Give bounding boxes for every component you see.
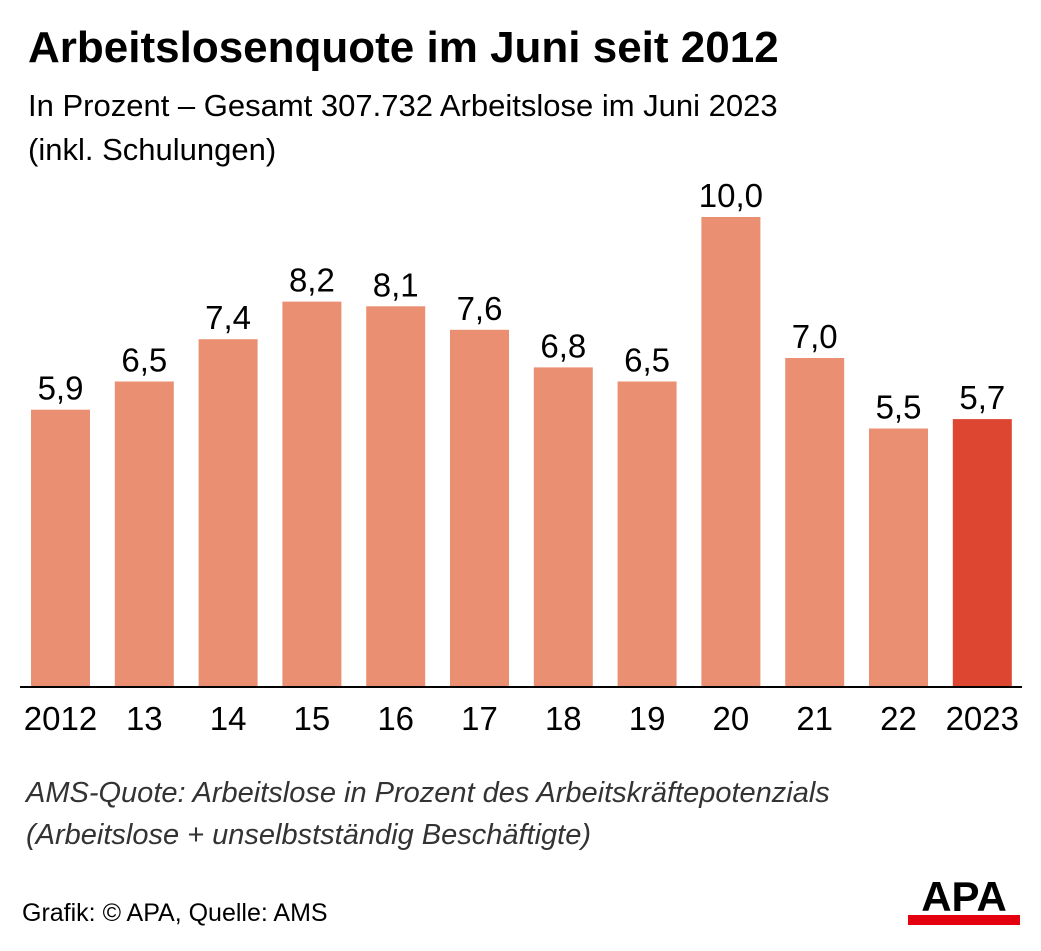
x-tick-17: 17 [461,700,498,737]
bar-2012 [31,409,90,687]
value-label-16: 8,1 [373,266,419,303]
bar-19 [617,381,677,687]
x-tick-15: 15 [294,700,331,737]
value-label-17: 7,6 [457,290,503,327]
bar-group [31,217,1012,687]
x-axis-tick-group: 2012 13 14 15 16 17 18 19 20 21 22 2023 [24,700,1019,737]
x-tick-13: 13 [126,700,163,737]
bar-14 [198,339,258,687]
value-label-22: 5,5 [876,389,922,426]
subtitle-line-2: (inkl. Schulungen) [28,132,277,167]
chart-subtitle: In Prozent – Gesamt 307.732 Arbeitslose … [28,84,778,172]
chart-title: Arbeitslosenquote im Juni seit 2012 [28,23,779,72]
subtitle-line-1: In Prozent – Gesamt 307.732 Arbeitslose … [28,88,778,123]
value-label-2023: 5,7 [959,379,1005,416]
value-label-2012: 5,9 [38,370,84,407]
logo-text: APA [921,873,1007,920]
x-tick-2023: 2023 [946,700,1019,737]
bar-22 [869,428,928,687]
value-label-13: 6,5 [121,342,167,379]
bar-2023 [952,419,1012,687]
value-label-18: 6,8 [540,327,586,364]
value-label-group: 5,9 6,5 7,4 8,2 8,1 7,6 6,8 6,5 10,0 7,0 5,5 5,7 [38,177,1006,426]
value-label-21: 7,0 [792,318,838,355]
value-label-20: 10,0 [699,177,763,214]
footnote-line-2: (Arbeitslose + unselbstständig Beschäfti… [26,819,592,851]
x-tick-14: 14 [210,700,247,737]
value-label-14: 7,4 [205,299,251,336]
bar-21 [785,358,845,687]
apa-logo: APA [908,873,1020,925]
bar-16 [366,306,426,687]
x-tick-22: 22 [880,700,917,737]
footnote-line-1: AMS-Quote: Arbeitslose in Prozent des Ar… [26,777,830,809]
bar-13 [114,381,174,687]
bar-chart: 5,9 6,5 7,4 8,2 8,1 7,6 6,8 6,5 10,0 7,0 5,5 5,7 20… [20,177,1022,737]
x-tick-19: 19 [629,700,666,737]
x-tick-20: 20 [713,700,750,737]
x-tick-2012: 2012 [24,700,97,737]
source-credit: Grafik: © APA, Quelle: AMS [22,899,328,927]
value-label-15: 8,2 [289,262,335,299]
bar-15 [282,301,342,687]
bar-17 [450,329,509,687]
x-tick-18: 18 [545,700,582,737]
bar-20 [701,217,761,687]
x-tick-16: 16 [377,700,414,737]
footnote: AMS-Quote: Arbeitslose in Prozent des Ar… [26,772,830,856]
logo-stripe [908,915,1020,925]
value-label-19: 6,5 [624,342,670,379]
x-tick-21: 21 [796,700,833,737]
bar-18 [533,367,593,687]
